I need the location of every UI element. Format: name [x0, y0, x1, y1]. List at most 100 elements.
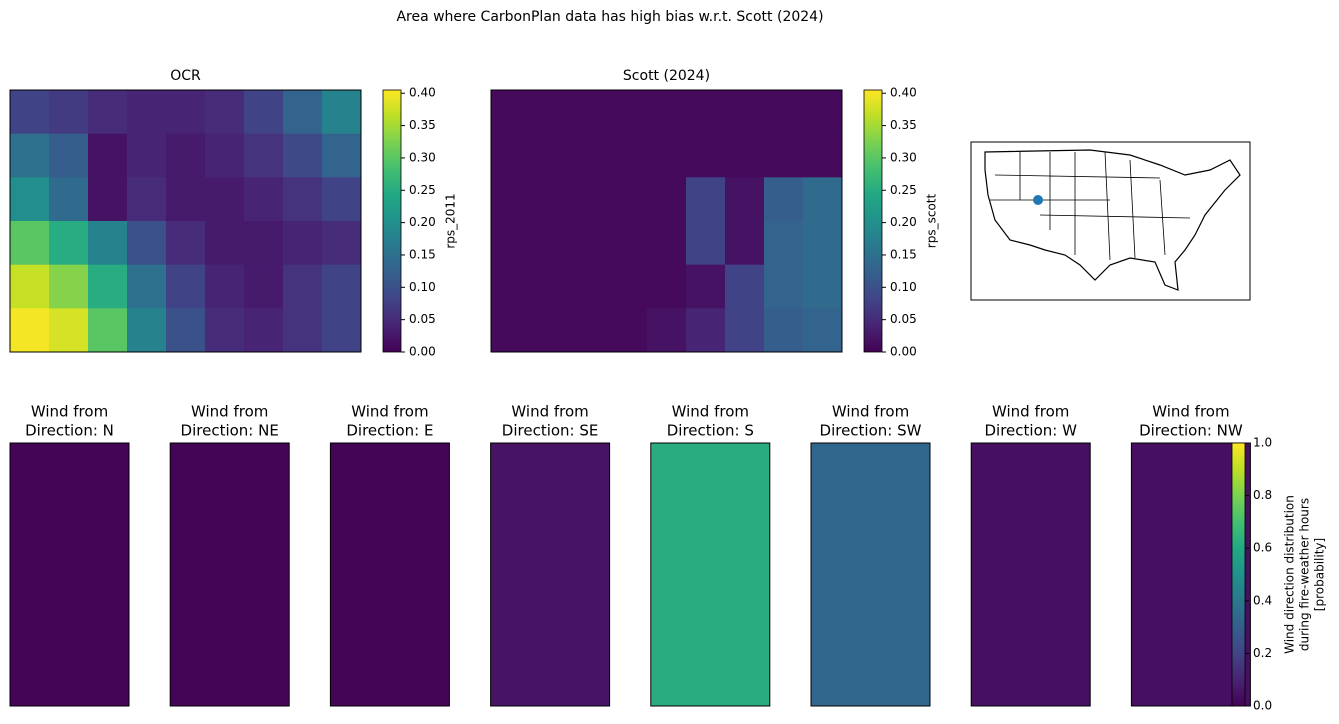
heatmap-cell — [127, 133, 167, 178]
heatmap-cell — [647, 221, 687, 266]
heatmap-cell — [10, 177, 50, 222]
colorbar-label: rps_2011 — [444, 193, 458, 248]
heatmap-cell — [725, 177, 765, 222]
heatmap-cell — [10, 221, 50, 266]
heatmap-cell — [205, 221, 245, 266]
colorbar-tick-label: 0.30 — [409, 150, 436, 164]
heatmap-cell — [244, 177, 284, 222]
colorbar-tick-label: 0.30 — [890, 150, 917, 164]
panel-title: Wind from — [351, 403, 428, 421]
colorbar-label: rps_scott — [925, 194, 939, 249]
heatmap-cell — [127, 177, 167, 222]
colorbar-tick-label: 0.10 — [890, 280, 917, 294]
heatmap-cell — [764, 133, 804, 178]
heatmap-cell — [569, 90, 609, 135]
heatmap-cell — [88, 264, 128, 309]
wind-panel — [1130, 442, 1251, 707]
heatmap-cell — [10, 308, 50, 353]
heatmap-cell — [166, 264, 206, 309]
colorbar-tick-label: 0.05 — [409, 312, 436, 326]
heatmap-cell — [49, 264, 89, 309]
heatmap-cell — [569, 177, 609, 222]
heatmap-cell — [530, 133, 570, 178]
panel-title: Direction: E — [346, 422, 433, 440]
colorbar-tick-label: 0.2 — [1253, 646, 1272, 660]
heatmap-cell — [608, 177, 648, 222]
heatmap-cell — [322, 90, 362, 135]
colorbar-tick-label: 0.00 — [409, 345, 436, 359]
colorbar-tick-label: 0.40 — [409, 86, 436, 100]
panel-title: Wind from — [31, 403, 108, 421]
us-map — [970, 141, 1251, 301]
heatmap-cell — [244, 221, 284, 266]
heatmap-cell — [530, 90, 570, 135]
heatmap-cell — [322, 221, 362, 266]
heatmap-cell — [725, 308, 765, 353]
heatmap-cell — [283, 264, 323, 309]
panel-title: Wind from — [992, 403, 1069, 421]
heatmap-cell — [244, 308, 284, 353]
heatmap-cell — [322, 308, 362, 353]
panel-title: Wind from — [1152, 403, 1229, 421]
wind-panel — [490, 442, 611, 707]
heatmap-cell — [803, 90, 843, 135]
heatmap-cell — [569, 221, 609, 266]
heatmap-cell — [764, 90, 804, 135]
heatmap-cell — [49, 90, 89, 135]
heatmap-cell — [49, 221, 89, 266]
heatmap-cell — [88, 133, 128, 178]
heatmap-cell — [491, 308, 531, 353]
heatmap-cell — [686, 133, 726, 178]
heatmap-cell — [803, 308, 843, 353]
heatmap-cell — [88, 90, 128, 135]
heatmap-cell — [686, 221, 726, 266]
heatmap-cell — [647, 133, 687, 178]
heatmap-cell — [725, 221, 765, 266]
heatmap-cell — [49, 308, 89, 353]
heatmap-cell — [725, 90, 765, 135]
panel-title: Wind from — [672, 403, 749, 421]
panel-title: Direction: SE — [502, 422, 599, 440]
colorbar-label: during fire-weather hours — [1298, 498, 1312, 651]
colorbar-tick-label: 0.15 — [409, 247, 436, 261]
colorbar-tick-label: 0.35 — [890, 118, 917, 132]
panel-title: Direction: SW — [820, 422, 922, 440]
heatmap-cell — [803, 221, 843, 266]
panel-title: Direction: S — [667, 422, 754, 440]
heatmap-cell — [205, 133, 245, 178]
wind-panel — [169, 442, 290, 707]
heatmap-cell — [205, 177, 245, 222]
heatmap-cell — [725, 133, 765, 178]
heatmap-cell — [803, 133, 843, 178]
heatmap-cell — [166, 221, 206, 266]
heatmap-cell — [205, 90, 245, 135]
heatmap-cell — [608, 90, 648, 135]
panel-title: Wind from — [832, 403, 909, 421]
heatmap-cell — [283, 90, 323, 135]
heatmap-cell — [166, 133, 206, 178]
wind-panel — [810, 442, 931, 707]
colorbar-tick-label: 0.20 — [890, 215, 917, 229]
heatmap-cell — [283, 133, 323, 178]
panel-title: Direction: W — [984, 422, 1077, 440]
heatmap-cell — [686, 264, 726, 309]
heatmap-cell — [88, 308, 128, 353]
colorbar-tick-label: 0.4 — [1253, 593, 1272, 607]
heatmap-cell — [49, 177, 89, 222]
panel-title: Wind from — [191, 403, 268, 421]
heatmap-cell — [491, 90, 531, 135]
heatmap-cell — [283, 177, 323, 222]
colorbar-tick-label: 0.05 — [890, 312, 917, 326]
heatmap-cell — [803, 177, 843, 222]
heatmap-cell — [686, 90, 726, 135]
colorbar-tick-label: 0.15 — [890, 247, 917, 261]
colorbar-label: Wind direction distribution — [1283, 495, 1297, 654]
heatmap-cell — [530, 177, 570, 222]
colorbar-tick-label: 0.0 — [1253, 699, 1272, 713]
heatmap-cell — [88, 221, 128, 266]
heatmap-cell — [244, 264, 284, 309]
heatmap-cell — [283, 221, 323, 266]
colorbar — [1231, 442, 1246, 707]
heatmap-cell — [127, 264, 167, 309]
